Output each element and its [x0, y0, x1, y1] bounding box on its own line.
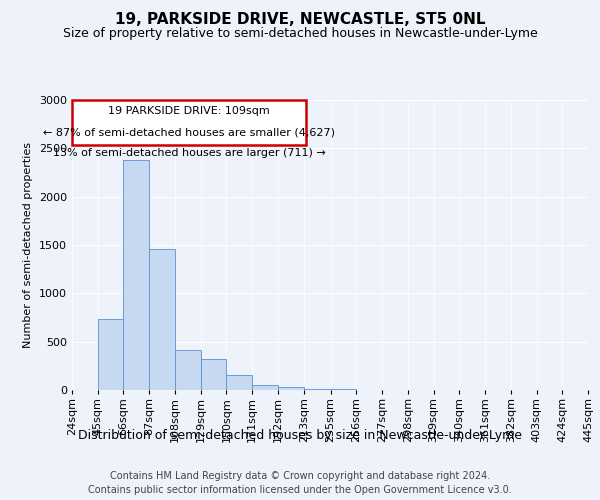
Bar	[98, 320, 124, 390]
Bar	[226, 374, 252, 390]
Bar	[252, 385, 278, 390]
Text: Contains HM Land Registry data © Crown copyright and database right 2024.
Contai: Contains HM Land Registry data © Crown c…	[88, 471, 512, 495]
Bar	[278, 387, 304, 390]
Text: ← 87% of semi-detached houses are smaller (4,627): ← 87% of semi-detached houses are smalle…	[43, 128, 335, 138]
Bar	[304, 388, 331, 390]
Text: Distribution of semi-detached houses by size in Newcastle-under-Lyme: Distribution of semi-detached houses by …	[78, 428, 522, 442]
Bar	[200, 359, 226, 390]
Bar	[124, 160, 149, 390]
Text: Size of property relative to semi-detached houses in Newcastle-under-Lyme: Size of property relative to semi-detach…	[62, 28, 538, 40]
Bar	[149, 249, 175, 390]
Text: 19 PARKSIDE DRIVE: 109sqm: 19 PARKSIDE DRIVE: 109sqm	[108, 106, 270, 116]
Text: 13% of semi-detached houses are larger (711) →: 13% of semi-detached houses are larger (…	[53, 148, 325, 158]
Bar	[331, 389, 356, 390]
FancyBboxPatch shape	[72, 100, 306, 146]
Bar	[175, 350, 200, 390]
Y-axis label: Number of semi-detached properties: Number of semi-detached properties	[23, 142, 34, 348]
Text: 19, PARKSIDE DRIVE, NEWCASTLE, ST5 0NL: 19, PARKSIDE DRIVE, NEWCASTLE, ST5 0NL	[115, 12, 485, 28]
